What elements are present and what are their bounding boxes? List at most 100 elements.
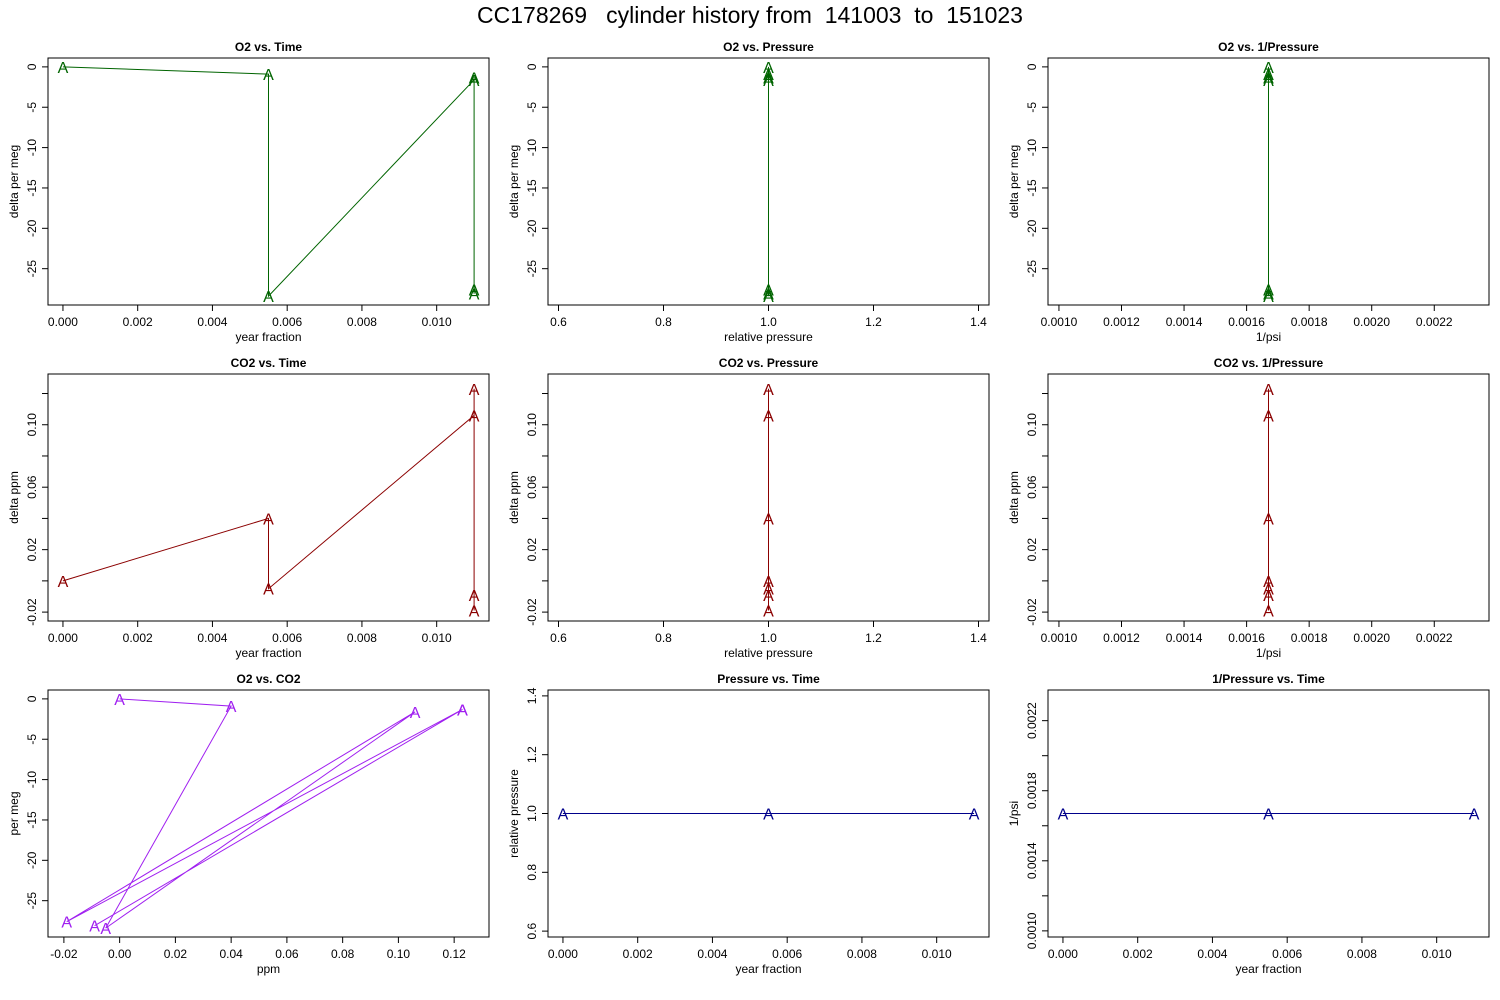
x-tick-label: 0.0016 <box>1228 315 1265 329</box>
data-point-marker: A <box>1263 807 1274 824</box>
y-tick-label: 0.0010 <box>1025 912 1039 949</box>
x-tick-label: 0.008 <box>347 315 377 329</box>
plot-title: 1/Pressure vs. Time <box>1212 672 1325 686</box>
x-tick-label: 0.006 <box>272 315 302 329</box>
x-axis-label: 1/psi <box>1256 330 1281 344</box>
x-tick-label: 0.0022 <box>1416 315 1453 329</box>
y-axis-label: 1/psi <box>1007 801 1021 826</box>
y-tick-label: -0.02 <box>1025 598 1039 626</box>
plot-frame <box>47 689 490 938</box>
x-tick-label: 0.0010 <box>1041 631 1078 645</box>
y-tick-label: 0 <box>25 63 39 70</box>
y-tick-label: -10 <box>1025 139 1039 157</box>
x-tick-label: 0.010 <box>422 631 452 645</box>
y-tick-label: 0.0018 <box>1025 772 1039 809</box>
x-tick-label: 0.0012 <box>1103 631 1140 645</box>
y-tick-label: 0.0014 <box>1025 842 1039 879</box>
data-point-marker: A <box>558 807 569 824</box>
data-point-marker: A <box>763 289 774 306</box>
x-axis-label: relative pressure <box>724 646 813 660</box>
x-tick-label: 0.10 <box>387 947 411 961</box>
data-point-marker: A <box>763 582 774 599</box>
data-point-marker: A <box>263 289 274 306</box>
x-tick-label: 0.0020 <box>1353 631 1390 645</box>
x-tick-label: 0.000 <box>48 315 78 329</box>
y-axis-label: delta ppm <box>7 471 21 524</box>
data-point-marker: A <box>58 574 69 591</box>
x-axis-label: year fraction <box>235 646 301 660</box>
x-tick-label: 0.08 <box>331 947 355 961</box>
x-tick-label: 0.02 <box>164 947 188 961</box>
y-tick-label: 0.02 <box>1025 538 1039 562</box>
x-tick-label: 0.0020 <box>1353 315 1390 329</box>
y-tick-label: 0.06 <box>25 475 39 499</box>
plot-title: CO2 vs. Pressure <box>719 356 819 370</box>
data-point-marker: A <box>763 382 774 399</box>
y-tick-label: -25 <box>25 892 39 910</box>
data-point-marker: A <box>1263 574 1274 591</box>
data-point-marker: A <box>763 60 774 77</box>
x-tick-label: 0.006 <box>1272 947 1302 961</box>
data-point-marker: A <box>969 807 980 824</box>
y-tick-label: -20 <box>525 219 539 237</box>
data-point-marker: A <box>1263 67 1274 84</box>
data-point-marker: A <box>469 604 480 621</box>
data-point-marker: A <box>469 588 480 605</box>
y-tick-label: -25 <box>25 260 39 278</box>
data-point-marker: A <box>100 921 111 938</box>
x-tick-label: 0.002 <box>623 947 653 961</box>
y-tick-label: 1.2 <box>525 746 539 763</box>
x-tick-label: 0.0014 <box>1166 631 1203 645</box>
y-tick-label: 0.10 <box>525 413 539 437</box>
chart-co2-time: CO2 vs. Time 0.000 0.002 0.004 0.006 0.008 0.0… <box>7 356 490 660</box>
plot-title: O2 vs. CO2 <box>236 672 300 686</box>
y-tick-label: 0 <box>525 63 539 70</box>
y-tick-label: -0.02 <box>525 598 539 626</box>
y-tick-label: 0.6 <box>525 922 539 939</box>
y-tick-label: -5 <box>25 102 39 113</box>
y-tick-label: -15 <box>25 179 39 197</box>
data-point-marker: A <box>763 408 774 425</box>
x-tick-label: 0.002 <box>123 315 153 329</box>
data-point-marker: A <box>410 705 421 722</box>
plot-frame <box>1047 373 1490 622</box>
x-tick-label: 0.00 <box>108 947 132 961</box>
x-tick-label: 0.0014 <box>1166 315 1203 329</box>
y-tick-label: 0.06 <box>525 475 539 499</box>
data-point-marker: A <box>1263 382 1274 399</box>
y-tick-label: -0.02 <box>25 598 39 626</box>
x-tick-label: 0.8 <box>655 631 672 645</box>
data-point-marker: A <box>61 915 72 932</box>
y-tick-label: 0.10 <box>1025 413 1039 437</box>
y-axis-label: delta per meg <box>507 145 521 218</box>
data-point-marker: A <box>469 382 480 399</box>
series-line <box>66 698 463 929</box>
x-tick-label: 0.06 <box>275 947 299 961</box>
y-axis-label: delta ppm <box>507 471 521 524</box>
x-tick-label: 0.000 <box>1048 947 1078 961</box>
plot-title: CO2 vs. Time <box>231 356 307 370</box>
y-tick-label: 0.02 <box>25 538 39 562</box>
y-tick-label: -20 <box>25 851 39 869</box>
y-axis-label: relative pressure <box>507 769 521 858</box>
chart-o2-co2: O2 vs. CO2 -0.02 0.00 0.02 0.04 0.06 0.08 0.10 0… <box>7 672 490 976</box>
data-point-marker: A <box>1058 807 1069 824</box>
x-axis-label: 1/psi <box>1256 646 1281 660</box>
plot-title: O2 vs. Time <box>235 40 302 54</box>
data-point-marker: A <box>89 919 100 936</box>
y-tick-label: -15 <box>25 811 39 829</box>
plot-frame <box>1047 689 1490 938</box>
data-point-marker: A <box>763 67 774 84</box>
data-point-marker: A <box>1263 289 1274 306</box>
plot-frame <box>47 57 490 306</box>
y-tick-label: -5 <box>525 102 539 113</box>
data-point-marker: A <box>1263 582 1274 599</box>
data-point-marker: A <box>1263 73 1274 90</box>
y-tick-label: 0.06 <box>1025 475 1039 499</box>
chart-o2-pressure: O2 vs. Pressure 0.6 0.8 1.0 1.2 1.4 0 -5 -10 -15 -… <box>507 40 990 344</box>
plot-frame <box>47 373 490 622</box>
plot-title: CO2 vs. 1/Pressure <box>1214 356 1324 370</box>
data-point-marker: A <box>263 67 274 84</box>
data-point-marker: A <box>1263 588 1274 605</box>
